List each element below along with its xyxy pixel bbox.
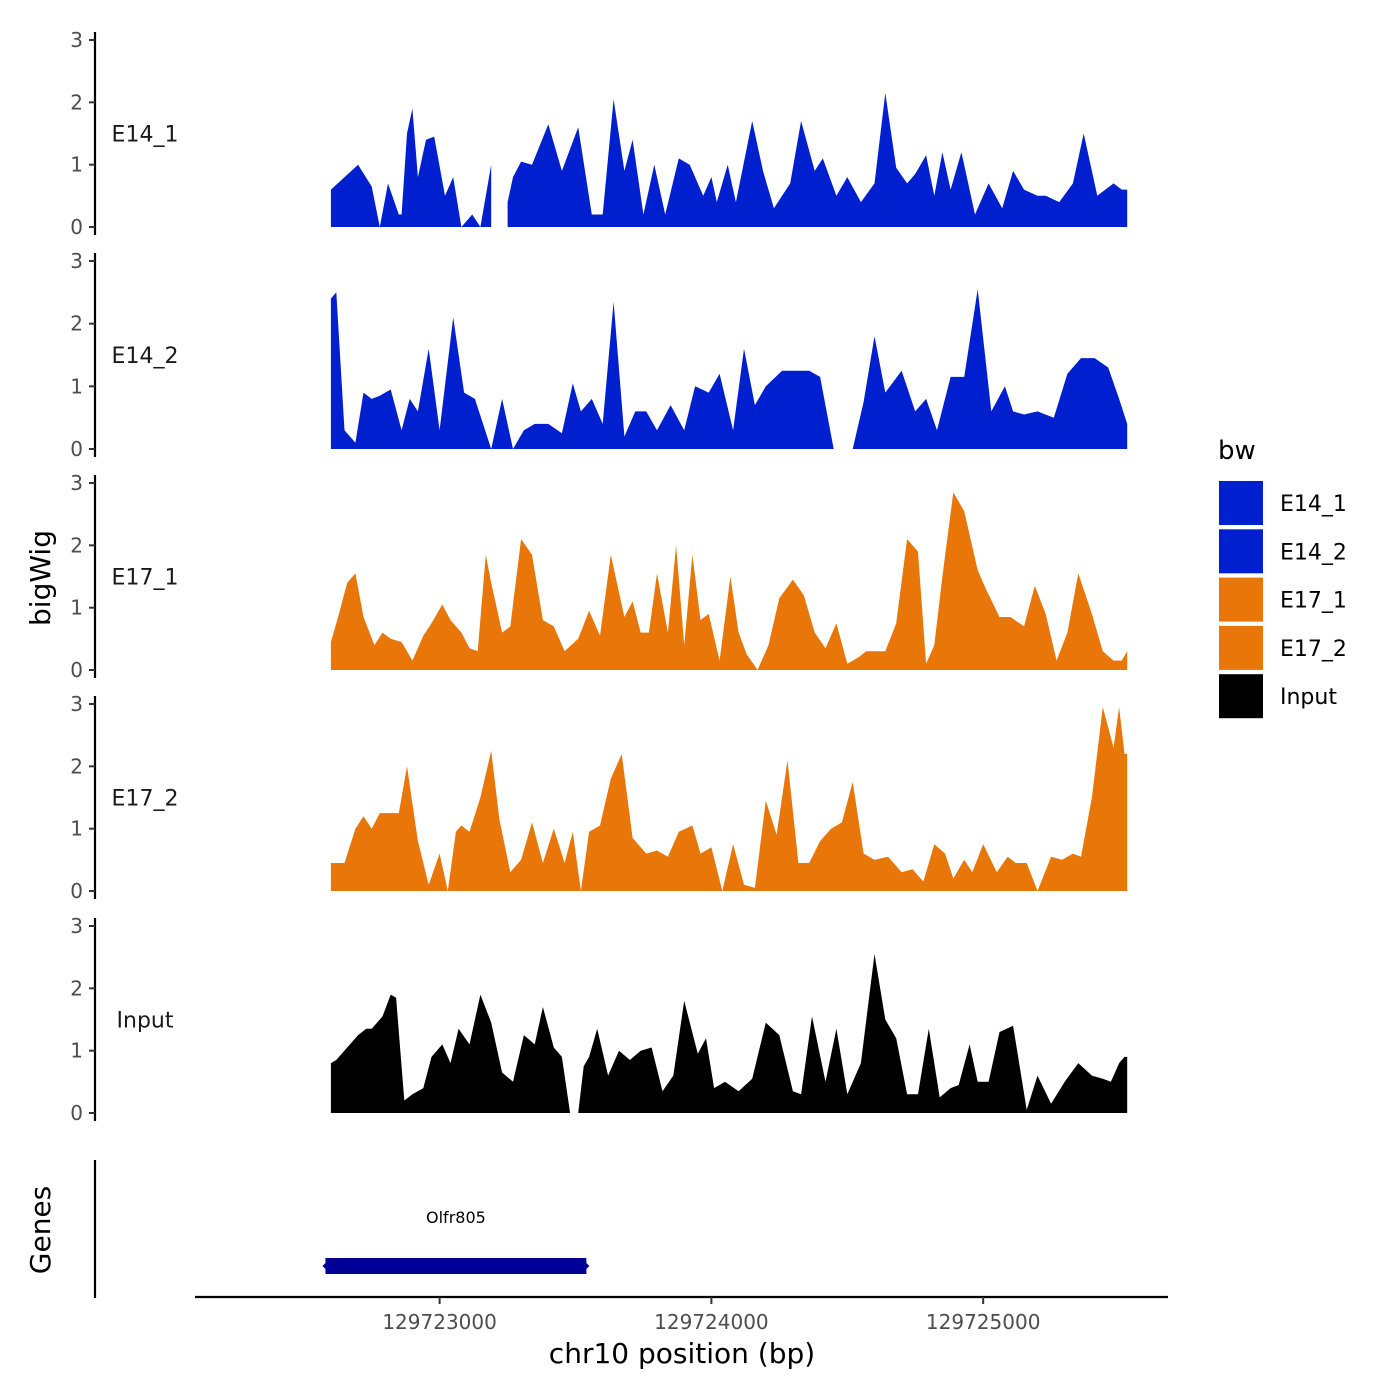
track-panel-Input: 0 1 2 3 Input xyxy=(70,914,1128,1125)
y-tick-label: 3 xyxy=(70,249,83,273)
legend-item-Input: Input xyxy=(1217,672,1337,721)
y-tick-label: 2 xyxy=(70,533,83,557)
coverage-area-E14_1 xyxy=(507,93,1128,227)
legend-label: E17_2 xyxy=(1280,637,1347,662)
y-tick-label: 2 xyxy=(70,976,83,1000)
legend-label: E14_1 xyxy=(1280,492,1347,517)
y-tick-label: 0 xyxy=(70,658,83,682)
track-panel-E17_1: 0 1 2 3 E17_1 xyxy=(70,471,1128,682)
track-label: E17_2 xyxy=(112,787,179,812)
x-tick-label: 129723000 xyxy=(382,1310,497,1334)
y-tick-label: 2 xyxy=(70,90,83,114)
legend-label: E17_1 xyxy=(1280,589,1347,614)
y-tick-label: 1 xyxy=(70,374,83,398)
y-tick-label: 3 xyxy=(70,28,83,52)
legend-swatch xyxy=(1217,479,1265,527)
x-axis: chr10 position (bp) 129723000 129724000 12… xyxy=(195,1295,1168,1370)
genes-axis-title: Genes xyxy=(24,1186,57,1274)
track-panel-E17_2: 0 1 2 3 E17_2 xyxy=(70,692,1128,903)
gene-body xyxy=(325,1258,587,1274)
legend-label: Input xyxy=(1280,685,1337,710)
tracks-layer: 0 1 2 3 E14_1 0 1 2 3 E14_2 0 1 2 3 E17_1 0 1 2 3 E17_2 0 1 2 3… xyxy=(70,28,1128,1125)
y-tick-label: 1 xyxy=(70,153,83,177)
legend-swatch xyxy=(1217,527,1265,576)
gene-strand-marker xyxy=(582,1259,590,1273)
legend-swatch xyxy=(1217,672,1265,721)
track-label: E17_1 xyxy=(112,566,179,591)
y-tick-label: 1 xyxy=(70,817,83,841)
y-tick-label: 3 xyxy=(70,914,83,938)
y-axis-title: bigWig xyxy=(24,530,57,626)
y-tick-label: 0 xyxy=(70,879,83,903)
legend-item-E14_2: E14_2 xyxy=(1217,527,1347,576)
y-tick-label: 1 xyxy=(70,596,83,620)
legend-label: E14_2 xyxy=(1280,540,1347,565)
gene-strand-marker xyxy=(322,1259,330,1273)
y-tick-label: 1 xyxy=(70,1039,83,1063)
track-label: Input xyxy=(117,1009,174,1034)
legend-swatch xyxy=(1217,623,1265,672)
x-axis-title: chr10 position (bp) xyxy=(549,1337,815,1370)
legend-item-E14_1: E14_1 xyxy=(1217,479,1347,527)
y-tick-label: 3 xyxy=(70,692,83,716)
x-tick-label: 129724000 xyxy=(654,1310,769,1334)
y-tick-label: 0 xyxy=(70,1101,83,1125)
legend-title: bw xyxy=(1218,436,1256,466)
coverage-area-E14_2 xyxy=(330,289,1128,449)
legend-item-E17_1: E17_1 xyxy=(1217,575,1347,624)
y-tick-label: 2 xyxy=(70,312,83,336)
legend-swatch xyxy=(1217,575,1265,624)
legend-item-E17_2: E17_2 xyxy=(1217,623,1347,672)
gene-label: Olfr805 xyxy=(426,1208,486,1227)
genes-layer: Olfr805 xyxy=(93,1160,590,1298)
track-label: E14_2 xyxy=(112,344,179,369)
legend: bw E14_1 E14_2 E17_1 E17_2 Input xyxy=(1217,436,1347,721)
coverage-area-E17_2 xyxy=(330,707,1128,891)
track-panel-E14_2: 0 1 2 3 E14_2 xyxy=(70,249,1128,461)
y-tick-label: 0 xyxy=(70,437,83,461)
track-panel-E14_1: 0 1 2 3 E14_1 xyxy=(70,28,1128,239)
track-label: E14_1 xyxy=(112,123,179,148)
x-tick-label: 129725000 xyxy=(926,1310,1041,1334)
y-tick-label: 3 xyxy=(70,471,83,495)
y-tick-label: 2 xyxy=(70,754,83,778)
coverage-area-Input xyxy=(330,954,1128,1113)
coverage-area-E14_1 xyxy=(330,108,492,227)
gene-Olfr805: Olfr805 xyxy=(322,1208,590,1274)
coverage-area-E17_1 xyxy=(330,492,1128,670)
y-tick-label: 0 xyxy=(70,215,83,239)
